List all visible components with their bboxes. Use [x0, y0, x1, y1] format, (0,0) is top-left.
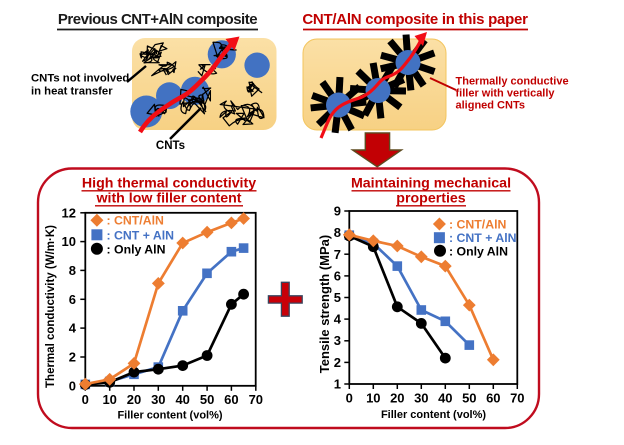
svg-text:: Only AlN: : Only AlN [449, 244, 508, 258]
svg-text:CNTs not involved: CNTs not involved [31, 73, 129, 85]
svg-text:Previous CNT+AlN composite: Previous CNT+AlN composite [58, 11, 257, 28]
svg-text:aligned CNTs: aligned CNTs [456, 99, 525, 111]
svg-text:4: 4 [69, 321, 77, 336]
svg-text:40: 40 [438, 391, 452, 406]
svg-text:1: 1 [334, 377, 341, 392]
svg-text:10: 10 [62, 234, 76, 249]
svg-text:3: 3 [334, 333, 341, 348]
svg-text:8: 8 [69, 263, 76, 278]
svg-text:: CNT/AlN: : CNT/AlN [107, 214, 164, 228]
svg-text:70: 70 [249, 392, 263, 407]
svg-text:20: 20 [390, 391, 404, 406]
svg-text:with low filler content: with low filler content [95, 191, 241, 207]
svg-text:CNTs: CNTs [156, 140, 185, 152]
svg-text:: CNT/AlN: : CNT/AlN [449, 218, 506, 232]
svg-text:Thermally conductive: Thermally conductive [456, 75, 569, 87]
svg-text:60: 60 [486, 391, 500, 406]
svg-text:2: 2 [69, 350, 76, 365]
svg-text:12: 12 [62, 205, 76, 220]
svg-text:High thermal conductivity: High thermal conductivity [82, 176, 256, 192]
svg-text:40: 40 [175, 392, 189, 407]
svg-text:0: 0 [69, 378, 76, 393]
svg-text:Thermal conductivity (W/m·K): Thermal conductivity (W/m·K) [45, 225, 57, 388]
svg-text:9: 9 [334, 204, 341, 219]
svg-text:6: 6 [334, 268, 341, 283]
svg-text:Filler content (vol%): Filler content (vol%) [117, 409, 222, 421]
svg-text:CNT/AlN composite in this pape: CNT/AlN composite in this paper [302, 11, 528, 28]
svg-text:8: 8 [334, 225, 341, 240]
svg-text:4: 4 [334, 312, 342, 327]
svg-text:Maintaining mechanical: Maintaining mechanical [351, 176, 511, 192]
svg-text:in heat transfer: in heat transfer [31, 86, 113, 98]
svg-text:50: 50 [462, 391, 476, 406]
svg-text:10: 10 [102, 392, 116, 407]
svg-text:30: 30 [414, 391, 428, 406]
svg-text:20: 20 [127, 392, 141, 407]
svg-text:filler with vertically: filler with vertically [456, 87, 556, 99]
svg-text:Filler content (vol%): Filler content (vol%) [381, 409, 486, 421]
svg-text:10: 10 [366, 391, 380, 406]
svg-text:properties: properties [396, 191, 465, 207]
svg-text:Tensile strength (MPa): Tensile strength (MPa) [317, 235, 332, 373]
svg-text:30: 30 [151, 392, 165, 407]
svg-text:50: 50 [200, 392, 214, 407]
svg-text:0: 0 [346, 391, 353, 406]
svg-text:5: 5 [334, 290, 341, 305]
svg-text:0: 0 [82, 392, 89, 407]
svg-text:7: 7 [334, 247, 341, 262]
svg-text:60: 60 [224, 392, 238, 407]
svg-text:6: 6 [69, 292, 76, 307]
svg-text:70: 70 [510, 391, 524, 406]
svg-text:: Only AlN: : Only AlN [107, 242, 166, 256]
svg-text:: CNT + AlN: : CNT + AlN [449, 231, 517, 245]
svg-text:: CNT + AlN: : CNT + AlN [107, 228, 175, 242]
svg-text:2: 2 [334, 355, 341, 370]
